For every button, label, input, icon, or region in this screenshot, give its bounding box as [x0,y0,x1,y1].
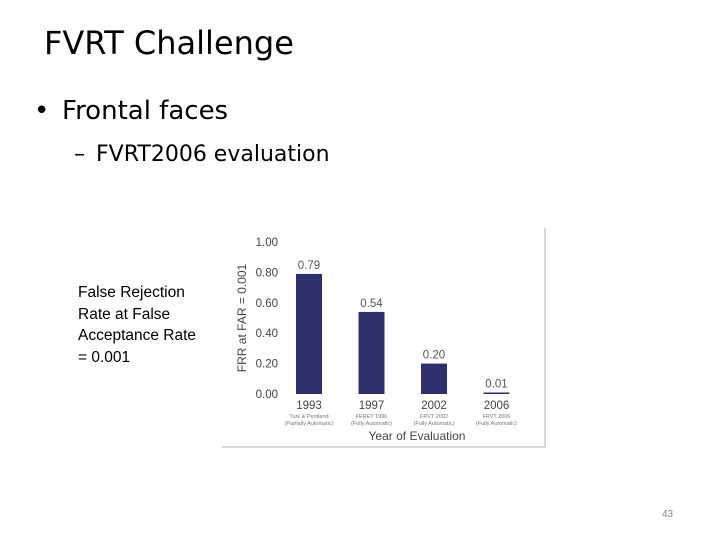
data-label: 0.20 [423,350,445,362]
y-axis-label: FRR at FAR = 0.001 [235,263,249,372]
y-tick-label: 0.00 [256,389,278,401]
data-label: 0.54 [360,298,383,310]
y-tick-label: 0.60 [256,298,278,310]
slide-number: 43 [662,509,674,520]
side-label: False Rejection Rate at False Acceptance… [78,284,197,366]
y-tick-label: 1.00 [256,237,278,249]
dash-icon: – [74,142,85,167]
x-tick-label: 1997 [359,400,385,412]
x-axis-label: Year of Evaluation [369,429,466,443]
bar [421,363,447,394]
bar [483,392,510,394]
y-tick-label: 0.40 [256,328,278,340]
sub-bullet-item: – FVRT2006 evaluation [74,142,330,167]
y-tick-label: 0.80 [256,267,278,279]
x-tick-sublabel: (Partially Automatic) [285,421,334,427]
bar [296,273,322,394]
x-tick-sublabel: FRVT 2006 [483,414,511,420]
x-tick-sublabel: (Fully Automatic) [414,421,455,427]
bullet-dot-icon: • [34,96,50,126]
data-label: 0.79 [298,260,320,272]
x-tick-label: 2006 [484,400,510,412]
y-tick-label: 0.20 [256,359,278,371]
bar-chart: FRR at FAR = 0.001 0.00 0.20 0.40 0.60 0.80 1.… [235,237,517,443]
x-tick-sublabel: Turk & Pentland [289,414,328,420]
x-tick-label: 2002 [421,400,447,412]
bar [358,311,385,394]
sub-bullet-text: FVRT2006 evaluation [96,142,330,167]
x-tick-sublabel: FRVT 2002 [420,414,448,420]
bullet-text: Frontal faces [62,96,229,126]
data-label: 0.01 [485,378,507,390]
x-tick-sublabel: (Fully Automatic) [476,421,517,427]
x-tick-label: 1993 [296,400,322,412]
bullet-item: • Frontal faces [34,96,228,126]
x-tick-sublabel: (Fully Automatic) [351,421,392,427]
slide-title: FVRT Challenge [44,24,294,62]
x-tick-sublabel: FERET 1996 [356,414,388,420]
chart-container: FRR at FAR = 0.001 0.00 0.20 0.40 0.60 0.80 1.… [222,228,546,448]
